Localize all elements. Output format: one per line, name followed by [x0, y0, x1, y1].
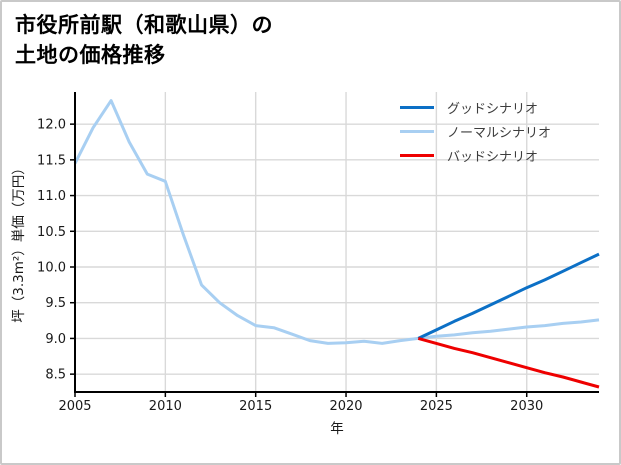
svg-text:2020: 2020 — [329, 399, 362, 414]
svg-text:2005: 2005 — [58, 399, 91, 414]
legend-swatch-bad-icon — [400, 154, 434, 158]
legend-swatch-normal-icon — [400, 129, 434, 133]
legend-label-normal: ノーマルシナリオ — [447, 125, 552, 141]
chart-legend: グッドシナリオ ノーマルシナリオ バッドシナリオ — [400, 95, 551, 168]
svg-text:9.0: 9.0 — [45, 332, 66, 347]
svg-text:9.5: 9.5 — [45, 296, 66, 311]
chart-title-line1: 市役所前駅（和歌山県）の — [15, 13, 273, 37]
svg-text:2030: 2030 — [510, 399, 543, 414]
svg-text:坪（3.3m²）単価（万円）: 坪（3.3m²）単価（万円） — [11, 161, 27, 323]
legend-item-good: グッドシナリオ — [400, 95, 551, 119]
chart-title: 市役所前駅（和歌山県）の 土地の価格推移 — [15, 10, 273, 70]
chart-title-line2: 土地の価格推移 — [15, 43, 166, 68]
svg-text:11.0: 11.0 — [37, 189, 66, 204]
legend-label-bad: バッドシナリオ — [447, 150, 539, 166]
svg-text:2015: 2015 — [239, 399, 272, 414]
legend-item-bad: バッドシナリオ — [400, 144, 551, 168]
legend-label-good: グッドシナリオ — [447, 101, 539, 117]
legend-item-normal: ノーマルシナリオ — [400, 119, 551, 143]
svg-text:8.5: 8.5 — [45, 368, 66, 383]
svg-text:11.5: 11.5 — [37, 153, 66, 168]
legend-swatch-good-icon — [400, 105, 434, 109]
svg-text:10.0: 10.0 — [37, 261, 66, 276]
svg-text:2025: 2025 — [420, 399, 453, 414]
svg-text:2010: 2010 — [149, 399, 182, 414]
svg-text:年: 年 — [330, 421, 344, 437]
svg-text:12.0: 12.0 — [37, 118, 66, 133]
svg-text:10.5: 10.5 — [37, 225, 66, 240]
